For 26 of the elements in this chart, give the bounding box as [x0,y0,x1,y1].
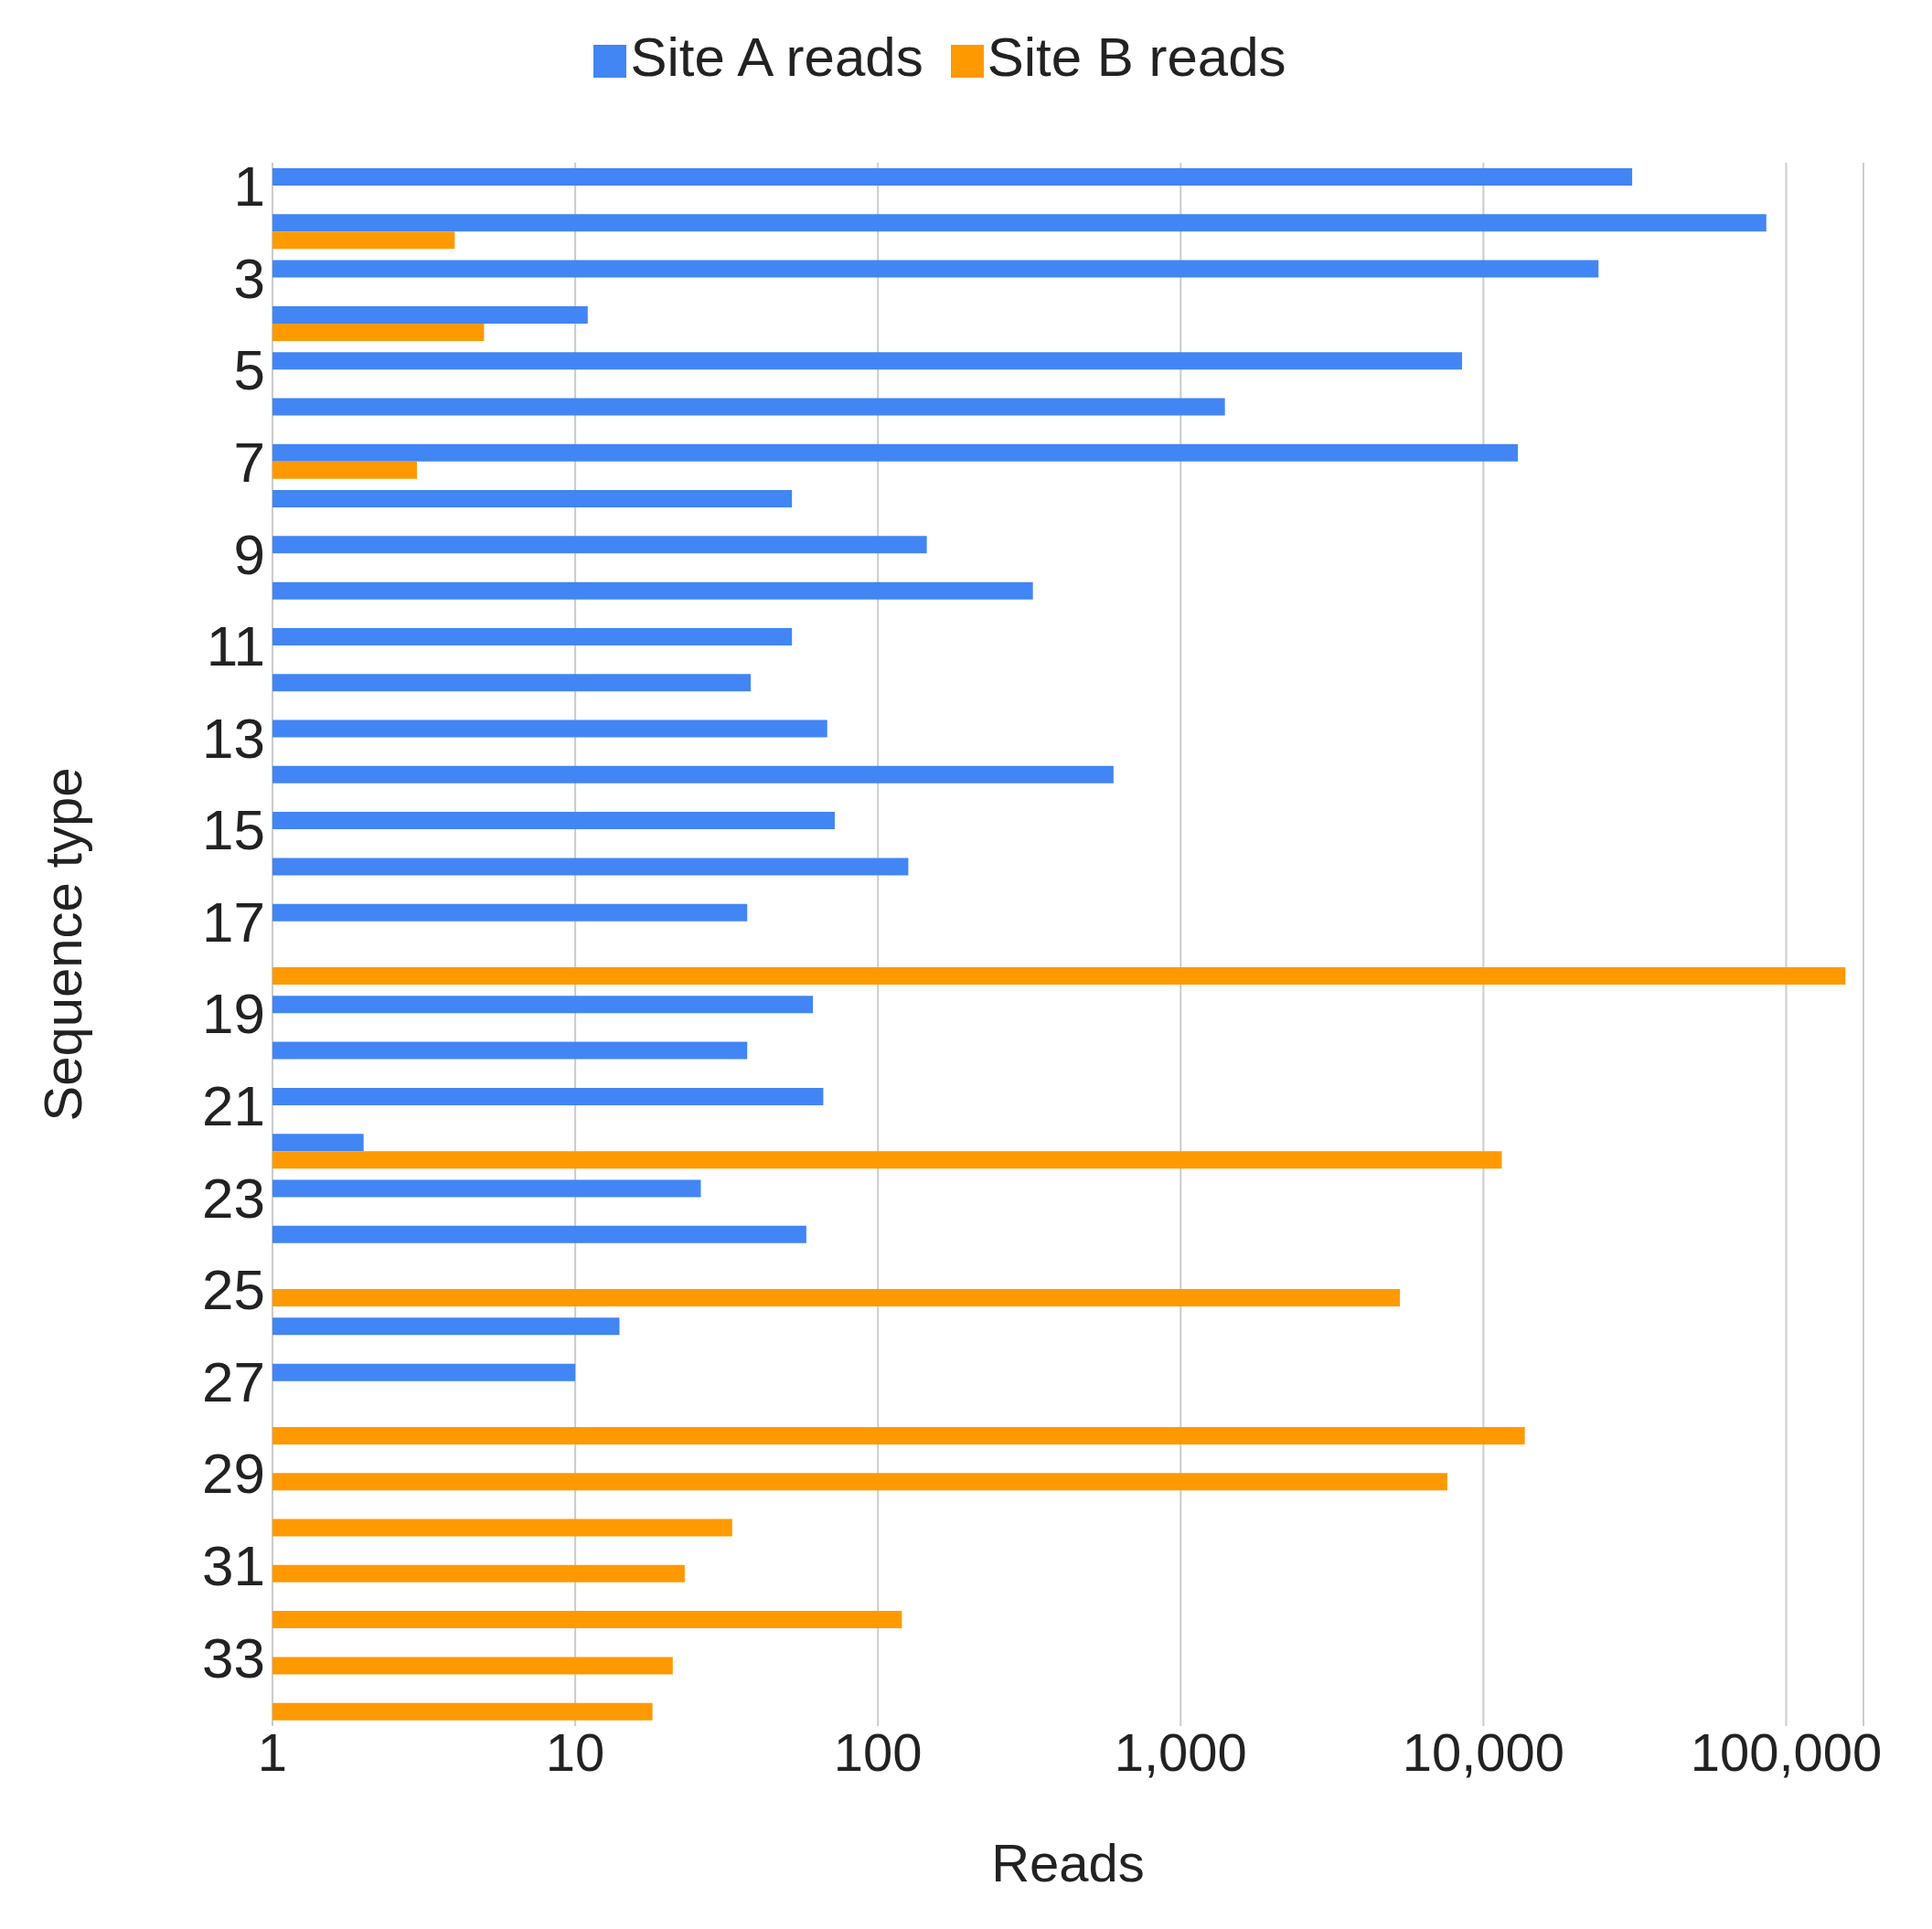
x-tick-label: 10,000 [1402,1722,1565,1783]
x-tick-label: 10 [545,1722,605,1783]
y-tick-label: 31 [202,1533,265,1597]
y-tick-label: 15 [202,798,265,862]
x-axis-title: Reads [991,1833,1145,1892]
y-tick-label: 29 [202,1442,265,1506]
y-tick-label: 1 [233,155,265,218]
y-tick-label: 5 [233,338,265,402]
y-tick-label: 33 [202,1625,265,1689]
x-tick-label: 100,000 [1690,1722,1883,1783]
y-tick-label: 27 [202,1349,265,1413]
y-tick-label: 9 [233,522,265,586]
y-tick-label: 21 [202,1074,265,1138]
y-tick-label: 7 [233,430,265,494]
legend-label: Site B reads [987,27,1286,88]
y-tick-label: 23 [202,1166,265,1230]
x-tick-label: 1,000 [1114,1722,1247,1783]
y-tick-label: 3 [233,246,265,310]
y-tick-label: 25 [202,1258,265,1322]
y-tick-label: 11 [206,614,265,678]
legend-label: Site A reads [630,27,923,88]
y-tick-label: 17 [202,890,265,954]
y-axis-title: Sequence type [32,767,92,1122]
y-tick-label: 19 [202,982,265,1046]
x-tick-label: 100 [833,1722,923,1783]
y-tick-label: 13 [202,706,265,770]
